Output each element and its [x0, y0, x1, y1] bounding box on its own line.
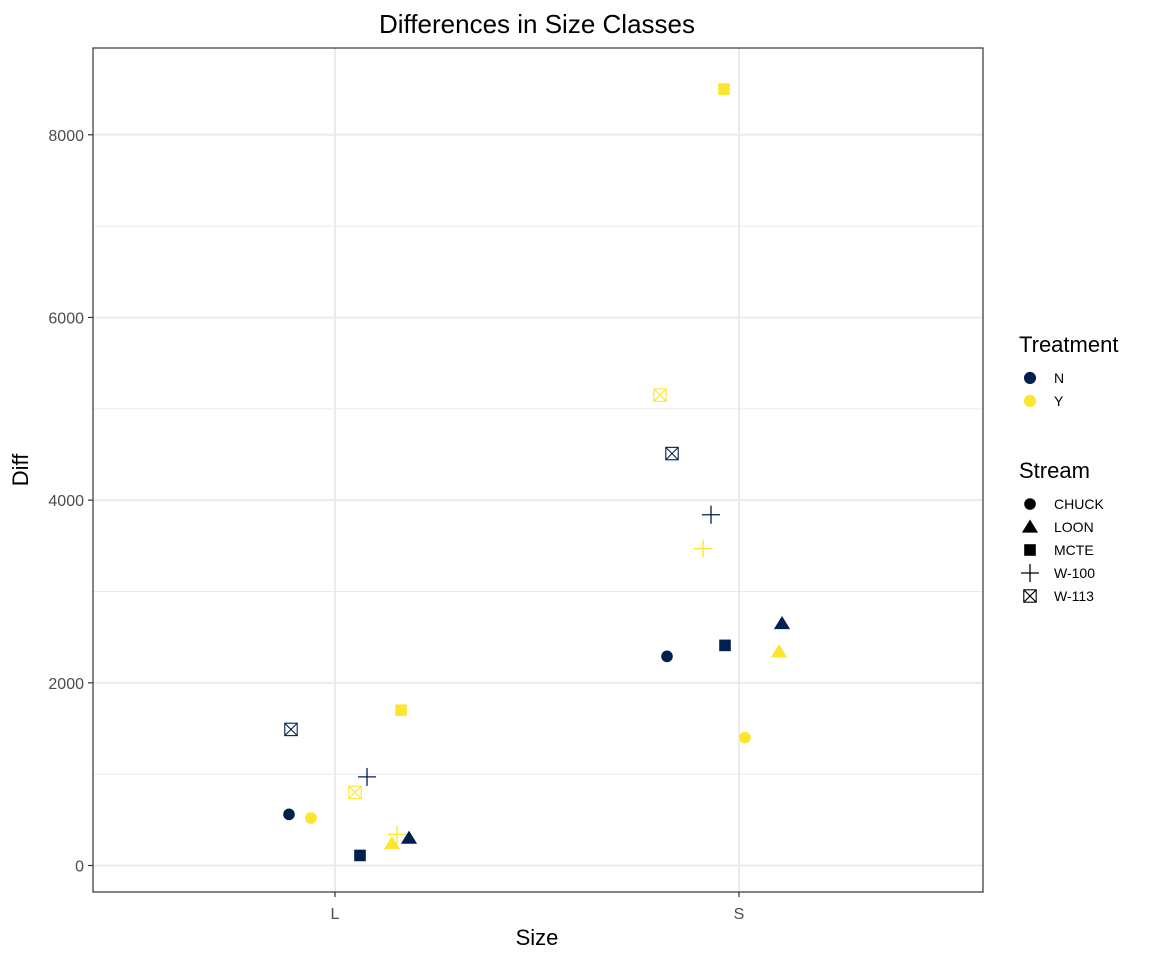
data-point-s-y-w-113: [653, 388, 667, 402]
chart-title: Differences in Size Classes: [379, 9, 695, 39]
data-point-l-n-loon: [400, 830, 418, 844]
data-points: [283, 83, 791, 862]
data-point-s-n-w-113: [665, 446, 679, 461]
grid-lines: [93, 48, 983, 892]
data-point-l-n-mcte: [354, 849, 366, 862]
legend-label-stream: MCTE: [1054, 542, 1094, 558]
data-point-l-y-loon: [383, 836, 401, 850]
legend-key-stream-w-100: [1021, 564, 1039, 582]
legend-label-stream: W-100: [1054, 565, 1095, 581]
data-point-s-n-loon: [773, 615, 791, 630]
y-tick-label: 8000: [48, 128, 84, 145]
data-point-s-n-mcte: [719, 639, 731, 652]
x-tick-label: L: [331, 906, 340, 923]
data-point-l-n-w-113: [284, 722, 298, 737]
data-point-l-y-w-113: [348, 785, 362, 800]
data-point-l-y-chuck: [305, 812, 317, 824]
legend-title-treatment: Treatment: [1019, 332, 1118, 357]
data-point-s-y-chuck: [739, 731, 751, 744]
legend-label-treatment: N: [1054, 370, 1064, 386]
y-tick-label: 2000: [48, 676, 84, 693]
data-point-s-y-w-100: [694, 539, 712, 558]
legend-key-treatment-n: [1023, 371, 1037, 385]
y-tick-label: 6000: [48, 310, 84, 327]
data-point-s-y-mcte: [718, 83, 730, 95]
legend-key-stream-mcte: [1024, 544, 1036, 556]
data-point-s-n-chuck: [661, 650, 673, 663]
data-point-l-n-chuck: [283, 808, 295, 821]
legend-label-stream: CHUCK: [1054, 496, 1104, 512]
legend: Treatment NY Stream CHUCK LOON MCTE W-100 W-113: [1019, 332, 1118, 604]
legend-key-stream-w-113: [1023, 589, 1037, 603]
data-point-l-y-w-100: [388, 825, 406, 844]
legend-key-stream-chuck: [1024, 498, 1036, 510]
plot-panel-border: [92, 47, 984, 893]
data-point-s-n-w-100: [702, 505, 720, 524]
y-axis-title: Diff: [8, 453, 33, 486]
axes: 0 2000 4000 6000 8000 L S: [48, 128, 744, 923]
legend-key-stream-loon: [1021, 519, 1039, 533]
legend-title-stream: Stream: [1019, 458, 1090, 483]
data-point-l-n-w-100: [358, 767, 376, 786]
legend-label-treatment: Y: [1054, 393, 1064, 409]
x-tick-label: S: [734, 906, 745, 923]
y-tick-label: 0: [75, 859, 84, 876]
data-point-l-y-mcte: [395, 704, 407, 717]
legend-key-treatment-y: [1023, 394, 1037, 408]
legend-label-stream: W-113: [1054, 588, 1094, 604]
x-axis-title: Size: [516, 925, 559, 950]
legend-label-stream: LOON: [1054, 519, 1094, 535]
y-tick-label: 4000: [48, 493, 84, 510]
data-point-s-y-loon: [770, 644, 788, 658]
